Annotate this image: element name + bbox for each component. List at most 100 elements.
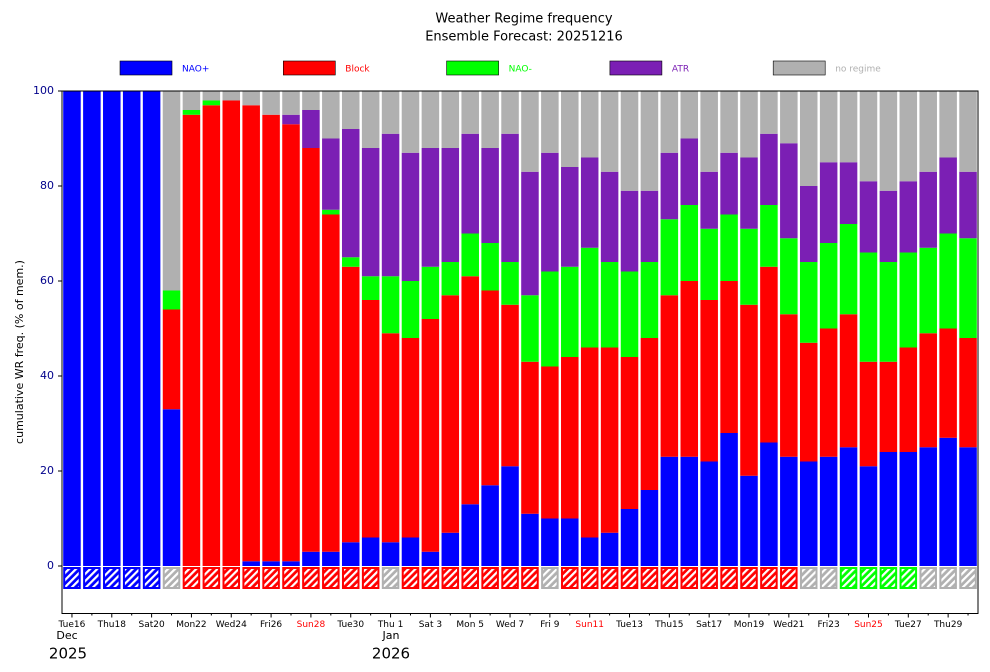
bar-segment	[162, 91, 181, 291]
bar-segment	[561, 266, 579, 357]
x-tick-label: Wed24	[216, 620, 247, 630]
bar-segment	[182, 91, 201, 110]
bar-segment	[959, 238, 977, 338]
bar-segment	[939, 328, 957, 438]
bar-segment	[760, 442, 778, 566]
regime-indicator	[959, 567, 977, 589]
bar-segment	[302, 91, 320, 110]
bar-segment	[580, 247, 599, 348]
regime-indicator	[481, 567, 499, 589]
x-tick-label: Thu29	[933, 620, 963, 630]
bar-segment	[919, 171, 937, 248]
regime-indicator	[421, 567, 440, 589]
regime-indicator	[322, 567, 340, 589]
bar-segment	[322, 138, 340, 210]
year-label: 2025	[49, 645, 87, 663]
bar-segment	[700, 171, 718, 229]
bar-segment	[720, 214, 738, 281]
regime-indicator	[202, 567, 221, 589]
bar-segment	[242, 105, 260, 562]
regime-indicator	[600, 567, 619, 589]
bar-segment	[839, 224, 858, 315]
bar-segment	[819, 162, 838, 243]
y-tick-label: 20	[40, 464, 54, 477]
bar-segment	[561, 518, 579, 566]
bar-segment	[740, 91, 758, 158]
bar-segment	[401, 537, 420, 566]
bar-segment	[302, 551, 320, 566]
bar-segment	[341, 257, 360, 267]
regime-indicator	[103, 567, 121, 589]
bar-segment	[899, 452, 918, 566]
bar-segment	[341, 91, 360, 129]
bar-segment	[561, 357, 579, 519]
bar-segment	[879, 91, 898, 191]
bar-segment	[799, 262, 818, 343]
bar-segment	[222, 91, 241, 101]
x-tick-label: Mon22	[176, 620, 206, 630]
bar-segment	[899, 91, 918, 182]
legend-label: NAO+	[182, 65, 209, 75]
bar-segment	[859, 361, 878, 467]
bar-segment	[720, 281, 738, 433]
bar-segment	[799, 91, 818, 186]
x-tick-label: Thu15	[654, 620, 683, 630]
x-tick-label: Fri23	[818, 620, 840, 630]
bar-segment	[381, 542, 400, 566]
bar-segment	[541, 518, 559, 566]
bar-segment	[799, 186, 818, 262]
bar-segment	[501, 466, 519, 566]
bar-segment	[361, 537, 380, 566]
bar-segment	[859, 91, 878, 182]
y-axis-label: cumulative WR freq. (% of mem.)	[13, 260, 26, 444]
x-tick-label: Fri 9	[540, 620, 560, 630]
bar-segment	[441, 262, 460, 296]
bar-segment	[939, 157, 957, 234]
regime-indicator	[541, 567, 559, 589]
bar-segment	[182, 110, 201, 115]
bar-segment	[919, 447, 937, 566]
bar-segment	[959, 338, 977, 448]
bar-segment	[620, 91, 639, 191]
bar-segment	[122, 91, 141, 566]
bar-segment	[521, 171, 539, 296]
regime-indicator	[122, 567, 141, 589]
bar-segment	[521, 361, 539, 514]
bar-segment	[401, 281, 420, 338]
bar-segment	[421, 91, 440, 148]
regime-indicator	[939, 567, 957, 589]
bar-segment	[780, 91, 798, 144]
bar-segment	[740, 304, 758, 476]
x-tick-label: Wed 7	[496, 620, 524, 630]
bar-segment	[680, 205, 699, 281]
bar-segment	[461, 91, 479, 134]
bar-segment	[262, 114, 280, 562]
bar-segment	[640, 190, 659, 262]
bar-segment	[302, 110, 320, 148]
bar-segment	[341, 129, 360, 258]
bar-segment	[859, 181, 878, 253]
bar-segment	[63, 91, 81, 566]
bar-segment	[640, 262, 659, 338]
bar-segment	[760, 91, 778, 134]
bar-segment	[780, 238, 798, 315]
bar-segment	[680, 138, 699, 205]
x-tick-label: Tue16	[58, 620, 86, 630]
regime-indicator	[720, 567, 738, 589]
bar-segment	[580, 157, 599, 248]
bar-segment	[162, 290, 181, 310]
bar-segment	[620, 190, 639, 272]
legend-swatch	[772, 60, 826, 76]
bar-segment	[162, 409, 181, 566]
regime-indicator	[680, 567, 699, 589]
bar-segment	[541, 152, 559, 272]
x-tick-label: Mon19	[734, 620, 765, 630]
legend-swatch	[282, 60, 336, 76]
bar-segment	[381, 333, 400, 543]
month-label: Dec	[56, 629, 77, 642]
bar-segment	[580, 347, 599, 538]
bar-segment	[242, 91, 260, 106]
bar-segment	[501, 262, 519, 305]
regime-indicator	[620, 567, 639, 589]
bar-segment	[381, 91, 400, 134]
